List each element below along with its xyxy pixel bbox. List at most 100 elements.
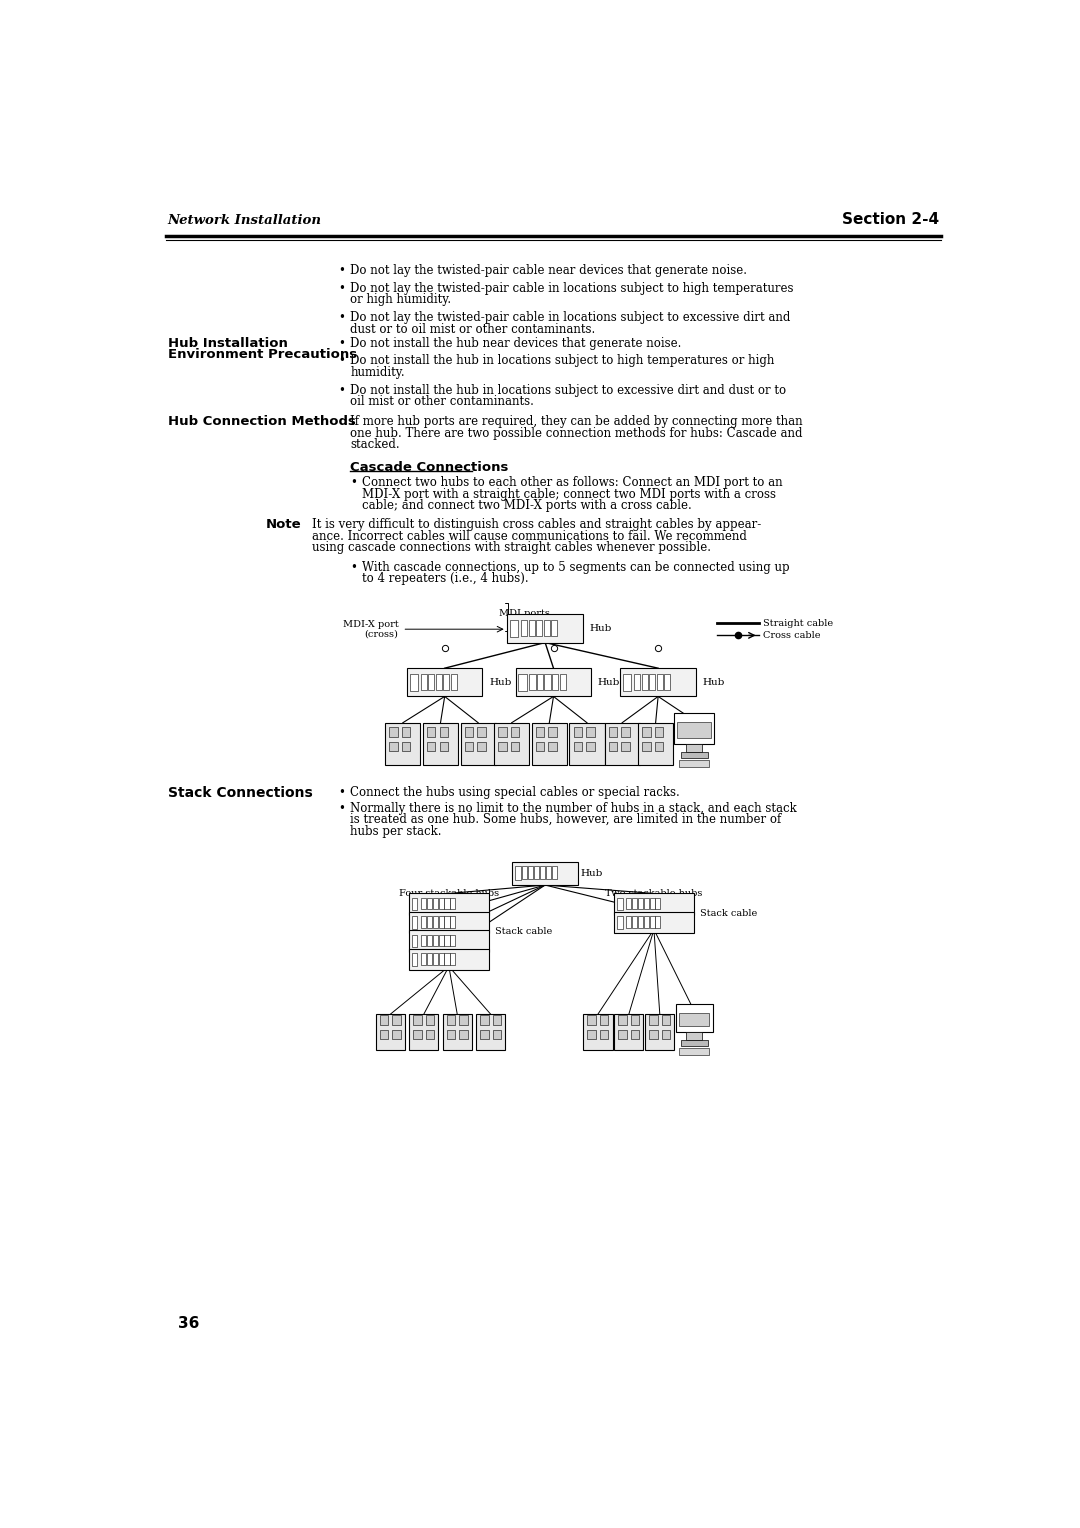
Bar bbox=[411, 898, 418, 911]
Bar bbox=[569, 723, 605, 766]
Bar bbox=[445, 953, 449, 964]
Text: Cross cable: Cross cable bbox=[762, 631, 820, 640]
Bar bbox=[459, 1016, 468, 1025]
Bar bbox=[600, 1030, 608, 1039]
Bar bbox=[654, 741, 663, 750]
Bar bbox=[421, 917, 427, 927]
Text: It is very difficult to distinguish cross cables and straight cables by appear-: It is very difficult to distinguish cros… bbox=[312, 518, 761, 532]
Text: Connect the hubs using special cables or special racks.: Connect the hubs using special cables or… bbox=[350, 787, 680, 799]
Bar bbox=[619, 1030, 626, 1039]
Bar bbox=[494, 723, 529, 766]
Bar bbox=[427, 953, 432, 964]
Bar bbox=[450, 898, 456, 909]
Bar bbox=[440, 741, 448, 750]
Bar bbox=[450, 935, 456, 946]
Bar bbox=[411, 917, 418, 929]
Text: Do not lay the twisted-pair cable in locations subject to excessive dirt and: Do not lay the twisted-pair cable in loc… bbox=[350, 312, 791, 324]
Bar bbox=[481, 1030, 488, 1039]
Bar bbox=[664, 674, 671, 689]
Bar bbox=[392, 1030, 401, 1039]
Bar bbox=[523, 866, 527, 879]
Bar bbox=[407, 668, 483, 697]
Bar bbox=[686, 744, 702, 752]
Bar bbox=[679, 1013, 710, 1025]
Text: •: • bbox=[338, 802, 345, 814]
Bar bbox=[536, 727, 544, 736]
Bar bbox=[450, 953, 456, 964]
Bar bbox=[551, 620, 557, 636]
Bar bbox=[409, 912, 488, 934]
Text: MDI-X port with a straight cable; connect two MDI ports with a cross: MDI-X port with a straight cable; connec… bbox=[362, 487, 777, 501]
Bar bbox=[679, 1048, 710, 1056]
Bar bbox=[427, 917, 432, 927]
Bar bbox=[414, 1016, 421, 1025]
Bar bbox=[438, 953, 444, 964]
Text: Do not lay the twisted-pair cable near devices that generate noise.: Do not lay the twisted-pair cable near d… bbox=[350, 264, 747, 277]
Bar bbox=[621, 727, 630, 736]
Text: MDI ports: MDI ports bbox=[499, 610, 550, 619]
Bar bbox=[508, 614, 583, 643]
Bar bbox=[445, 917, 449, 927]
Bar bbox=[445, 935, 449, 946]
Bar bbox=[559, 674, 566, 689]
Bar bbox=[460, 723, 496, 766]
Bar bbox=[531, 723, 567, 766]
Bar bbox=[623, 674, 632, 691]
Bar bbox=[536, 741, 544, 750]
Bar bbox=[619, 1016, 626, 1025]
Bar bbox=[409, 1015, 438, 1050]
Bar bbox=[615, 894, 693, 915]
Text: to 4 repeaters (i.e., 4 hubs).: to 4 repeaters (i.e., 4 hubs). bbox=[362, 571, 529, 585]
Text: •: • bbox=[338, 384, 345, 397]
Bar bbox=[644, 898, 649, 909]
Bar bbox=[631, 1030, 639, 1039]
Bar bbox=[617, 917, 622, 929]
Text: •: • bbox=[338, 787, 345, 799]
Bar bbox=[459, 1030, 468, 1039]
Bar bbox=[427, 935, 432, 946]
Bar bbox=[386, 723, 420, 766]
Bar bbox=[445, 898, 449, 909]
Bar bbox=[421, 953, 427, 964]
Text: Normally there is no limit to the number of hubs in a stack, and each stack: Normally there is no limit to the number… bbox=[350, 802, 797, 814]
Text: •: • bbox=[350, 561, 357, 573]
Bar bbox=[656, 917, 661, 927]
Text: Hub: Hub bbox=[489, 678, 512, 686]
Bar bbox=[421, 898, 427, 909]
Bar bbox=[583, 1015, 612, 1050]
Text: hubs per stack.: hubs per stack. bbox=[350, 825, 442, 837]
Bar bbox=[537, 674, 543, 689]
Bar bbox=[586, 727, 594, 736]
Text: stacked.: stacked. bbox=[350, 439, 400, 451]
Bar bbox=[674, 714, 714, 744]
Bar bbox=[588, 1016, 596, 1025]
Bar bbox=[521, 620, 527, 636]
Bar bbox=[573, 741, 582, 750]
Bar bbox=[376, 1015, 405, 1050]
Bar bbox=[440, 727, 448, 736]
Bar bbox=[649, 674, 656, 689]
Text: •: • bbox=[338, 283, 345, 295]
Bar bbox=[447, 1030, 455, 1039]
Bar bbox=[428, 674, 434, 689]
Bar bbox=[443, 1015, 472, 1050]
Bar bbox=[427, 741, 435, 750]
Bar bbox=[657, 674, 663, 689]
Bar bbox=[511, 727, 519, 736]
Bar bbox=[686, 1031, 702, 1041]
Bar bbox=[528, 866, 534, 879]
Bar bbox=[638, 917, 643, 927]
Text: is treated as one hub. Some hubs, however, are limited in the number of: is treated as one hub. Some hubs, howeve… bbox=[350, 813, 782, 827]
Text: Stack Connections: Stack Connections bbox=[167, 787, 312, 801]
Bar bbox=[433, 917, 437, 927]
Bar bbox=[645, 1015, 674, 1050]
Text: Hub Installation: Hub Installation bbox=[167, 336, 287, 350]
Bar bbox=[634, 674, 640, 689]
Text: Hub: Hub bbox=[580, 869, 603, 877]
Bar bbox=[626, 917, 631, 927]
Text: Do not install the hub in locations subject to excessive dirt and dust or to: Do not install the hub in locations subj… bbox=[350, 384, 786, 397]
Bar bbox=[513, 862, 578, 885]
Bar bbox=[649, 917, 654, 927]
Text: With cascade connections, up to 5 segments can be connected using up: With cascade connections, up to 5 segmen… bbox=[362, 561, 789, 573]
Text: dust or to oil mist or other contaminants.: dust or to oil mist or other contaminant… bbox=[350, 322, 596, 336]
